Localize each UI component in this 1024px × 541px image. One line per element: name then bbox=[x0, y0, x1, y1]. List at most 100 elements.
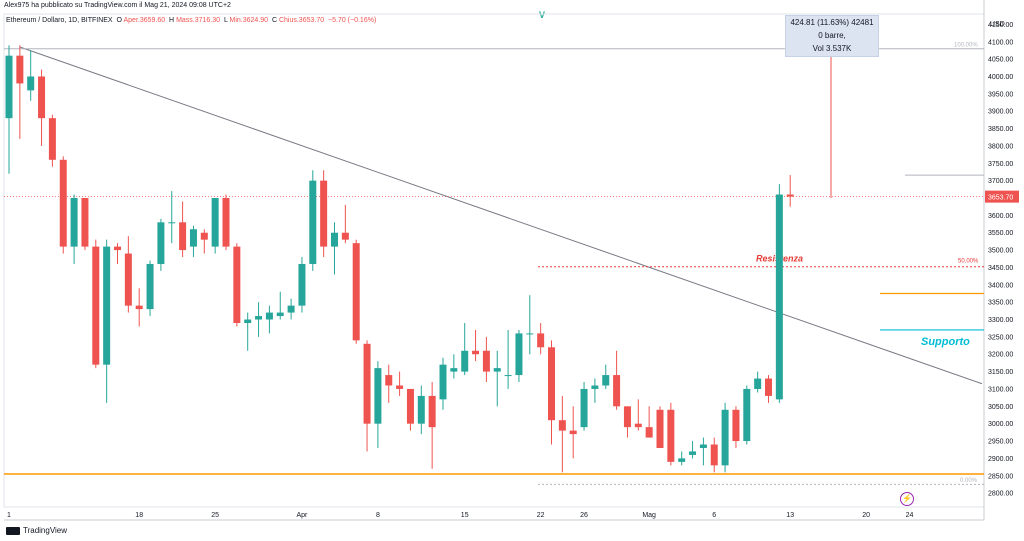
candle-body bbox=[667, 409, 675, 462]
brand-name: TradingView bbox=[23, 526, 68, 535]
trend-line bbox=[19, 46, 983, 385]
candle-body bbox=[775, 194, 783, 400]
x-tick-label: Apr bbox=[296, 512, 308, 519]
y-tick-label: 3250.00 bbox=[988, 334, 1013, 341]
candle-body bbox=[255, 316, 263, 320]
measure-line-3: Vol 3.537K bbox=[812, 44, 852, 53]
candle-body bbox=[265, 312, 273, 320]
candle-body bbox=[114, 246, 121, 251]
last-price-text: 3653.70 bbox=[988, 195, 1013, 202]
candle-body bbox=[276, 312, 284, 317]
x-axis: 1 18 25 Apr 8 15 22 26 Mag 6 13 20 24 bbox=[7, 512, 913, 519]
candle-body bbox=[710, 444, 718, 466]
fib-100-label: 100.00% bbox=[954, 43, 978, 49]
candle-body bbox=[482, 350, 490, 372]
candle-body bbox=[689, 451, 697, 455]
drawings: 100.00%0.00%Resistenza50.00%Supporto bbox=[4, 43, 984, 485]
x-tick-label: 13 bbox=[786, 512, 794, 519]
x-tick-label: 25 bbox=[211, 512, 219, 519]
y-tick-label: 2900.00 bbox=[988, 456, 1013, 463]
candle-body bbox=[341, 232, 349, 240]
candle-body bbox=[526, 333, 534, 335]
candle-body bbox=[678, 458, 686, 462]
measure-tooltip: 424.81 (11.63%) 42481 0 barre, Vol 3.537… bbox=[785, 15, 879, 57]
grid-lines bbox=[3, 0, 985, 521]
y-tick-label: 4100.00 bbox=[988, 39, 1013, 46]
candle-body bbox=[59, 159, 67, 247]
candle-body bbox=[92, 246, 100, 365]
y-tick-label: 3050.00 bbox=[988, 404, 1013, 411]
candle-body bbox=[352, 243, 360, 341]
y-tick-label: 4150.00 bbox=[988, 22, 1013, 29]
measure-line-1: 424.81 (11.63%) 42481 bbox=[790, 18, 874, 27]
candle-body bbox=[613, 375, 621, 407]
x-tick-label: 20 bbox=[862, 512, 870, 519]
y-tick-label: 3750.00 bbox=[988, 161, 1013, 168]
y-tick-label: 3850.00 bbox=[988, 126, 1013, 133]
tradingview-logo[interactable]: TradingView bbox=[6, 526, 67, 535]
high-letter: H bbox=[169, 17, 175, 24]
low-value: Min.3624.90 bbox=[229, 17, 269, 24]
candle-body bbox=[244, 319, 252, 323]
measure-line-2: 0 barre, bbox=[818, 31, 846, 40]
y-tick-label: 2850.00 bbox=[988, 473, 1013, 480]
last-price-badge bbox=[985, 190, 1019, 203]
y-tick-label: 3000.00 bbox=[988, 421, 1013, 428]
open-letter: O bbox=[116, 17, 122, 24]
y-tick-label: 3350.00 bbox=[988, 300, 1013, 307]
candle-body bbox=[439, 364, 447, 400]
candle-body bbox=[320, 180, 328, 247]
candle-body bbox=[417, 395, 425, 424]
y-tick-label: 3300.00 bbox=[988, 317, 1013, 324]
y-tick-label: 3700.00 bbox=[988, 178, 1013, 185]
x-tick-label: 8 bbox=[376, 512, 380, 519]
candle-body bbox=[580, 388, 588, 428]
y-tick-label: 2950.00 bbox=[988, 439, 1013, 446]
y-tick-label: 4050.00 bbox=[988, 57, 1013, 64]
candle-body bbox=[406, 388, 414, 424]
x-tick-label: 24 bbox=[906, 512, 914, 519]
candle-body bbox=[287, 305, 295, 313]
candle-body bbox=[146, 263, 154, 310]
candle-body bbox=[504, 375, 512, 377]
lightning-icon[interactable]: ⚡ bbox=[900, 492, 914, 506]
candle-body bbox=[48, 118, 56, 160]
y-tick-label: 3100.00 bbox=[988, 386, 1013, 393]
candle-body bbox=[233, 246, 241, 323]
candle-body bbox=[732, 409, 740, 442]
low-letter: L bbox=[223, 17, 228, 24]
x-tick-label: 22 bbox=[537, 512, 545, 519]
candle-body bbox=[5, 55, 13, 119]
candle-body bbox=[493, 368, 501, 372]
x-tick-label: Mag bbox=[642, 512, 656, 519]
candle-body bbox=[124, 253, 132, 306]
y-tick-label: 3900.00 bbox=[988, 109, 1013, 116]
candle-body bbox=[743, 388, 751, 442]
x-tick-label: 6 bbox=[712, 512, 716, 519]
y-tick-label: 3150.00 bbox=[988, 369, 1013, 376]
candle-body bbox=[363, 343, 371, 424]
candle-body bbox=[591, 385, 599, 389]
y-tick-label: 2800.00 bbox=[988, 491, 1013, 498]
candle-body bbox=[179, 222, 187, 251]
change-value: −5.70 (−0.16%) bbox=[328, 17, 377, 24]
candle-body bbox=[331, 232, 338, 247]
y-tick-label: 3400.00 bbox=[988, 282, 1013, 289]
top-marker: V bbox=[539, 10, 546, 20]
high-value: Mass.3716.30 bbox=[176, 17, 221, 24]
candle-body bbox=[157, 222, 165, 264]
candles bbox=[5, 45, 794, 473]
candle-body bbox=[298, 263, 306, 306]
y-tick-label: 3450.00 bbox=[988, 265, 1013, 272]
candle-body bbox=[602, 375, 610, 386]
candle-body bbox=[103, 246, 111, 365]
candle-body bbox=[765, 378, 772, 396]
y-tick-label: 4000.00 bbox=[988, 74, 1013, 81]
candle-body bbox=[70, 198, 78, 247]
x-tick-label: 18 bbox=[135, 512, 143, 519]
candle-body bbox=[656, 409, 664, 448]
tv-logo-icon bbox=[6, 526, 20, 535]
